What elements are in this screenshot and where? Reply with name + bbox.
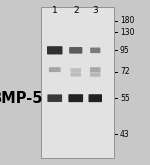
FancyBboxPatch shape (90, 48, 100, 53)
FancyBboxPatch shape (47, 46, 62, 54)
FancyBboxPatch shape (70, 68, 81, 72)
Bar (40, 7, 114, 158)
Text: 130: 130 (120, 28, 135, 37)
Text: 3: 3 (92, 6, 98, 15)
Text: 55: 55 (120, 94, 130, 103)
FancyBboxPatch shape (90, 72, 101, 77)
FancyBboxPatch shape (88, 94, 102, 102)
Text: 1: 1 (52, 6, 58, 15)
FancyBboxPatch shape (49, 67, 61, 72)
Text: 72: 72 (120, 67, 130, 76)
Text: 2: 2 (73, 6, 79, 15)
FancyBboxPatch shape (70, 73, 81, 77)
Text: 43: 43 (120, 130, 130, 139)
Text: BMP-5: BMP-5 (0, 91, 44, 106)
Text: 180: 180 (120, 16, 134, 25)
FancyBboxPatch shape (90, 67, 101, 72)
FancyBboxPatch shape (47, 94, 62, 102)
Text: 95: 95 (120, 46, 130, 55)
FancyBboxPatch shape (69, 47, 82, 54)
FancyBboxPatch shape (68, 94, 83, 102)
